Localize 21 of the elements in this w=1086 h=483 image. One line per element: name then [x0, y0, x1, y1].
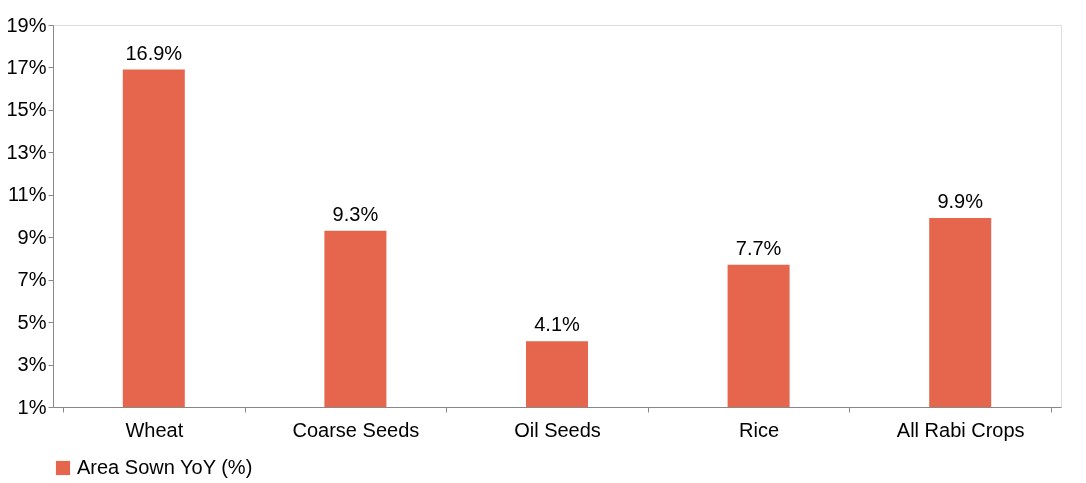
x-tick-label: Rice	[739, 418, 780, 441]
data-label: 16.9%	[125, 41, 183, 64]
x-tick-label: Oil Seeds	[514, 418, 601, 441]
legend-label: Area Sown YoY (%)	[77, 456, 253, 478]
data-label: 9.3%	[332, 202, 379, 225]
y-tick-label: 5%	[17, 310, 47, 333]
y-tick-label: 15%	[6, 98, 47, 121]
y-tick-label: 13%	[6, 140, 47, 163]
y-tick-label: 17%	[6, 55, 47, 78]
x-tick-label: Coarse Seeds	[292, 418, 420, 441]
y-tick-label: 9%	[17, 225, 47, 248]
data-label: 4.1%	[534, 313, 581, 336]
y-tick-label: 19%	[6, 13, 47, 36]
y-tick-label: 1%	[17, 395, 47, 418]
data-label: 9.9%	[937, 190, 984, 213]
data-label: 7.7%	[735, 236, 782, 259]
y-tick-label: 11%	[7, 183, 47, 206]
y-tick-label: 7%	[17, 268, 47, 291]
y-tick-label: 3%	[17, 353, 47, 376]
x-tick-label: Wheat	[125, 418, 184, 441]
x-tick-label: All Rabi Crops	[896, 418, 1025, 441]
